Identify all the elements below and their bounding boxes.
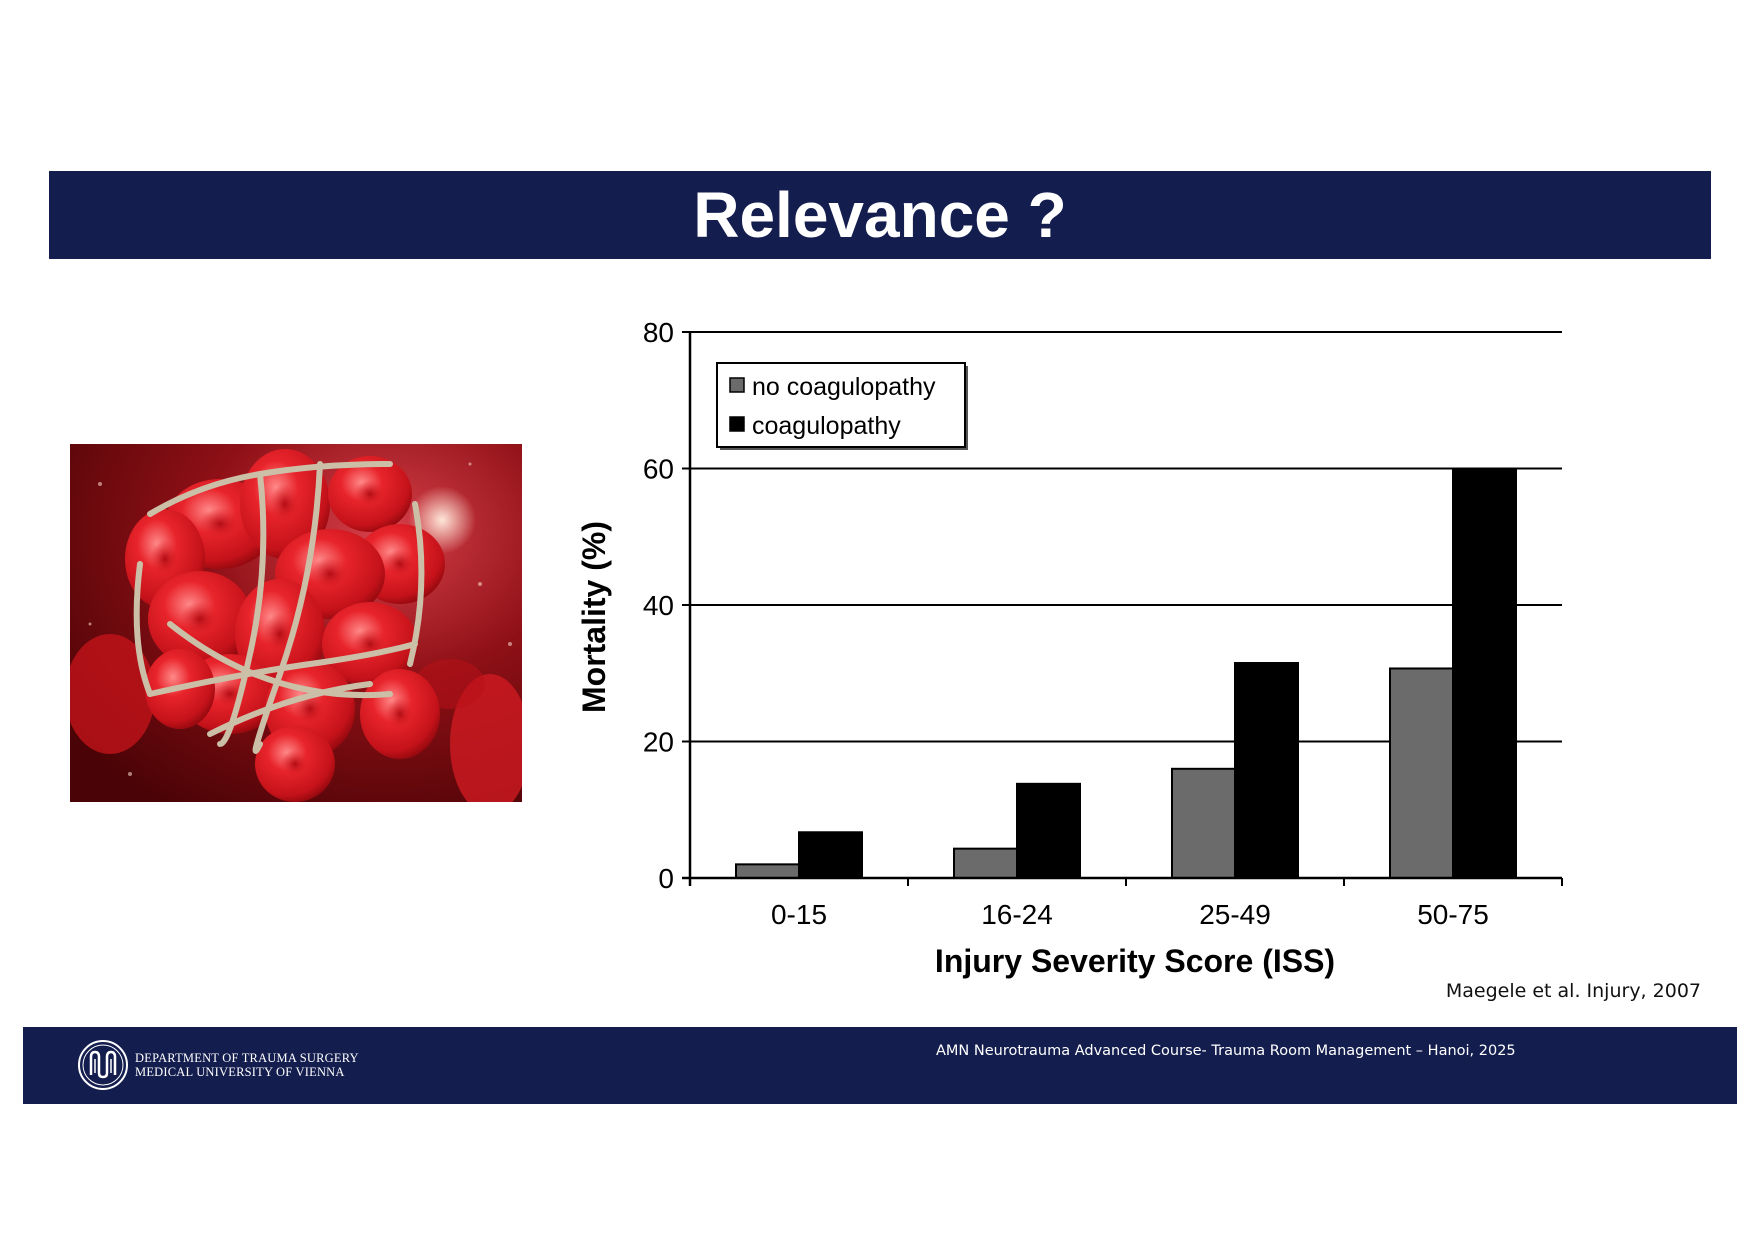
course-name: AMN Neurotrauma Advanced Course- Trauma … [936, 1043, 1516, 1059]
y-tick-label: 60 [643, 454, 674, 485]
bar-no-coagulopathy [1171, 767, 1236, 879]
bar-coagulopathy [1234, 662, 1299, 880]
footer-bar: DEPARTMENT OF TRAUMA SURGERY MEDICAL UNI… [23, 1027, 1737, 1104]
chart-gridlines [690, 331, 1562, 743]
blood-clot-illustration [70, 444, 522, 802]
legend-swatch-coagulopathy [729, 416, 745, 432]
y-tick-label: 0 [658, 863, 674, 894]
x-tick-label: 50-75 [1417, 899, 1489, 930]
y-tick-label: 20 [643, 727, 674, 758]
legend-box [716, 362, 966, 448]
chart-legend: no coagulopathy coagulopathy [716, 362, 968, 450]
x-axis-label: Injury Severity Score (ISS) [935, 943, 1335, 979]
x-tick-label: 0-15 [771, 899, 827, 930]
y-tick-label: 40 [643, 590, 674, 621]
legend-label-no-coagulopathy: no coagulopathy [752, 373, 936, 401]
bar-coagulopathy [1016, 782, 1081, 879]
bar-no-coagulopathy [953, 847, 1018, 880]
y-tick-label: 80 [643, 317, 674, 348]
title-banner: Relevance ? [49, 171, 1711, 259]
chart-axes [682, 331, 1563, 886]
bar-no-coagulopathy [1389, 667, 1454, 879]
chart-bars [735, 467, 1517, 880]
university-logo: DEPARTMENT OF TRAUMA SURGERY MEDICAL UNI… [77, 1039, 359, 1091]
university-seal-icon [78, 1040, 128, 1090]
legend-label-coagulopathy: coagulopathy [752, 412, 901, 440]
bar-coagulopathy [798, 831, 863, 880]
logo-line-2: MEDICAL UNIVERSITY OF VIENNA [135, 1065, 345, 1079]
y-axis-label: Mortality (%) [576, 521, 612, 713]
blood-clot-icon [70, 444, 522, 802]
bar-no-coagulopathy [735, 863, 800, 879]
x-tick-labels: 0-15 16-24 25-49 50-75 [771, 899, 1489, 930]
citation: Maegele et al. Injury, 2007 [1445, 980, 1701, 1002]
y-tick-labels: 0 20 40 60 80 [643, 317, 674, 894]
x-tick-label: 16-24 [981, 899, 1053, 930]
page-title: Relevance ? [693, 179, 1067, 251]
legend-swatch-no-coagulopathy [729, 377, 745, 393]
mortality-bar-chart: 0 20 40 60 80 0-15 16-24 25-49 50-75 Mortality … [576, 317, 1563, 979]
x-tick-label: 25-49 [1199, 899, 1271, 930]
bar-coagulopathy [1452, 467, 1517, 879]
logo-line-1: DEPARTMENT OF TRAUMA SURGERY [135, 1051, 359, 1065]
